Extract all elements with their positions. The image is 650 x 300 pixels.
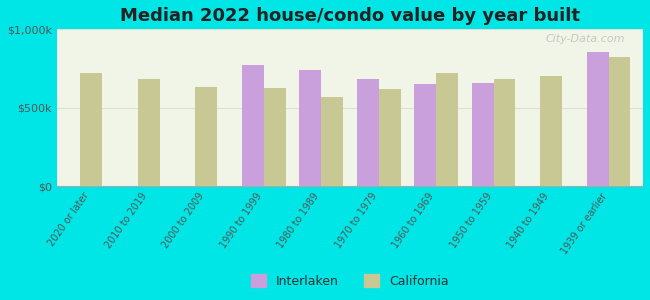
Bar xyxy=(493,79,515,186)
Bar xyxy=(357,79,379,186)
Bar xyxy=(414,84,436,186)
Bar xyxy=(540,76,562,186)
Bar xyxy=(321,97,343,186)
Bar xyxy=(436,73,458,186)
Bar xyxy=(587,52,608,186)
Legend: Interlaken, California: Interlaken, California xyxy=(246,269,454,292)
Bar xyxy=(242,64,264,186)
Bar xyxy=(300,70,321,186)
Bar xyxy=(195,87,217,186)
Bar xyxy=(138,79,160,186)
Bar xyxy=(81,73,102,186)
Bar xyxy=(608,57,630,186)
Bar xyxy=(264,88,285,186)
Bar xyxy=(379,89,400,186)
Text: City-Data.com: City-Data.com xyxy=(546,34,625,44)
Bar xyxy=(472,82,493,186)
Title: Median 2022 house/condo value by year built: Median 2022 house/condo value by year bu… xyxy=(120,7,580,25)
